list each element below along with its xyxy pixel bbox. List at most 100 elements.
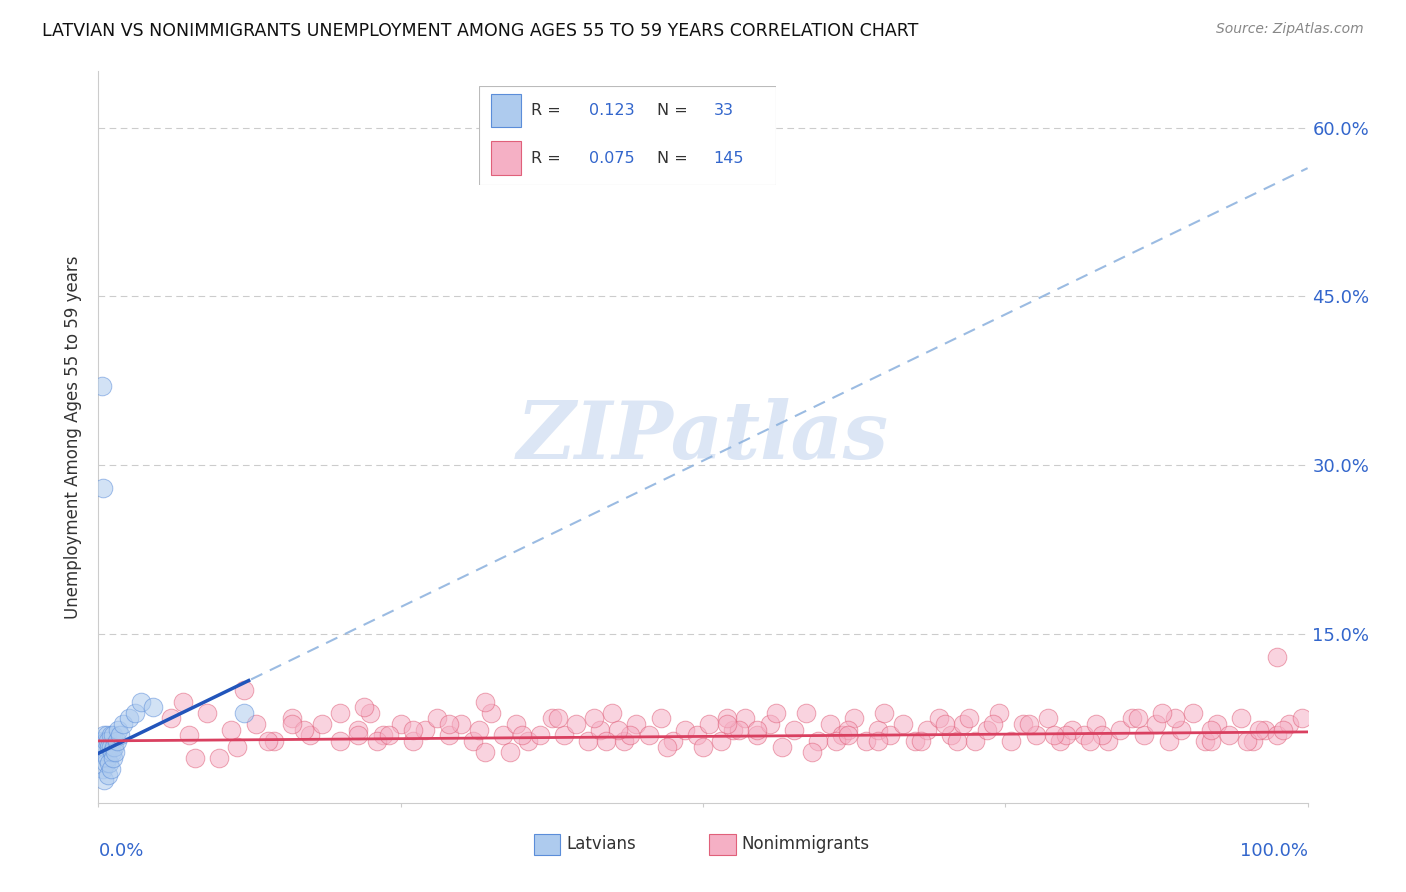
Point [868, 723, 890, 737]
Point [1230, 711, 1253, 725]
Point [1278, 717, 1301, 731]
Point [613, 734, 636, 748]
Point [221, 723, 243, 737]
Point [1194, 734, 1216, 748]
Point [474, 745, 496, 759]
Point [946, 734, 969, 748]
Point [939, 728, 962, 742]
Point [747, 723, 769, 737]
Point [104, 745, 127, 759]
Text: 0.0%: 0.0% [98, 842, 143, 860]
Point [1236, 734, 1258, 748]
Point [426, 711, 449, 725]
Point [226, 739, 249, 754]
Point [637, 728, 659, 742]
Point [108, 728, 131, 742]
Point [263, 734, 285, 748]
Point [583, 711, 606, 725]
Point [91, 481, 114, 495]
Point [329, 706, 352, 720]
Point [540, 711, 562, 725]
Point [1218, 728, 1240, 742]
Point [957, 711, 980, 725]
Point [626, 717, 648, 731]
Point [595, 734, 617, 748]
Point [232, 683, 254, 698]
Point [1267, 728, 1289, 742]
Point [758, 717, 780, 731]
Point [347, 723, 370, 737]
Point [673, 723, 696, 737]
Point [868, 734, 890, 748]
Text: Latvians: Latvians [567, 836, 636, 854]
Text: 100.0%: 100.0% [1240, 842, 1308, 860]
Point [292, 723, 315, 737]
Point [981, 717, 1004, 731]
Point [101, 728, 124, 742]
Point [1128, 711, 1150, 725]
Point [1157, 734, 1180, 748]
Point [481, 706, 503, 720]
Point [1060, 723, 1083, 737]
Point [934, 717, 956, 731]
Point [904, 734, 927, 748]
Point [710, 734, 733, 748]
Point [1049, 734, 1071, 748]
Point [413, 723, 436, 737]
Point [179, 728, 201, 742]
Point [910, 734, 932, 748]
Point [98, 756, 121, 771]
Point [1073, 728, 1095, 742]
Point [589, 723, 612, 737]
Point [915, 723, 938, 737]
Point [160, 711, 183, 725]
Point [1036, 711, 1059, 725]
Point [468, 723, 491, 737]
Point [256, 734, 278, 748]
Point [510, 728, 533, 742]
Point [353, 700, 375, 714]
Point [129, 694, 152, 708]
Point [1024, 728, 1046, 742]
Point [728, 723, 751, 737]
Point [232, 706, 254, 720]
Point [807, 734, 830, 748]
Point [311, 717, 333, 731]
Y-axis label: Unemployment Among Ages 55 to 59 years: Unemployment Among Ages 55 to 59 years [65, 255, 83, 619]
Point [576, 734, 599, 748]
Point [366, 734, 388, 748]
Point [565, 717, 588, 731]
Point [498, 745, 520, 759]
Point [825, 734, 848, 748]
Point [107, 723, 129, 737]
Point [837, 728, 859, 742]
Point [100, 739, 122, 754]
Point [474, 694, 496, 708]
Point [184, 751, 207, 765]
Point [1078, 734, 1101, 748]
Point [1121, 711, 1143, 725]
Point [734, 711, 756, 725]
Point [782, 723, 804, 737]
Point [96, 728, 118, 742]
Point [97, 734, 120, 748]
Point [661, 734, 683, 748]
Point [105, 734, 128, 748]
Point [547, 711, 569, 725]
Point [1012, 717, 1035, 731]
Point [94, 756, 117, 771]
Point [94, 734, 117, 748]
Point [1163, 711, 1185, 725]
Point [1206, 717, 1229, 731]
Point [831, 728, 853, 742]
Point [195, 706, 218, 720]
Point [103, 739, 125, 754]
Point [100, 728, 122, 742]
Point [1085, 717, 1108, 731]
Point [716, 711, 738, 725]
Point [93, 739, 115, 754]
Point [101, 751, 124, 765]
Point [1097, 734, 1119, 748]
Point [299, 728, 322, 742]
Text: Source: ZipAtlas.com: Source: ZipAtlas.com [1216, 22, 1364, 37]
